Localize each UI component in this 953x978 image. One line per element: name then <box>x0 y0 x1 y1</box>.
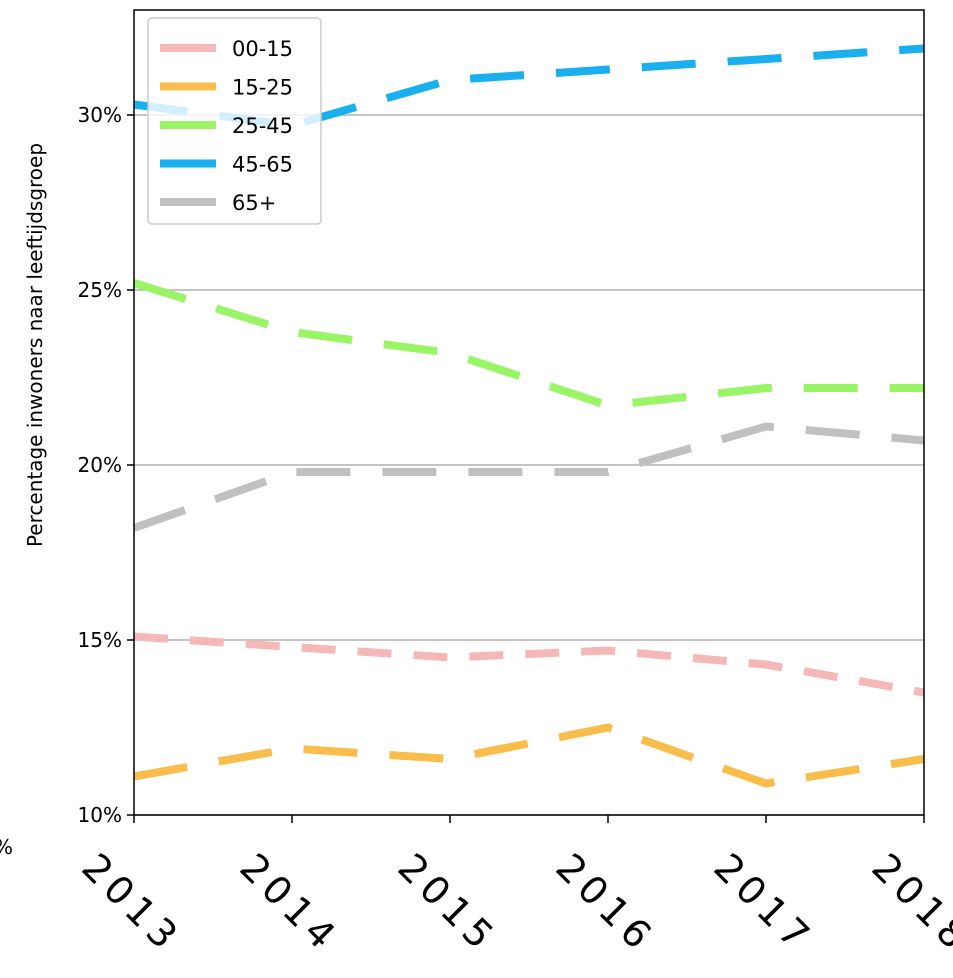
legend: 00-15 15-25 25-45 45-65 65+ <box>147 17 322 225</box>
legend-label: 00-15 <box>232 37 293 61</box>
x-tick-label-text: 2018 <box>864 845 953 961</box>
legend-label: 65+ <box>232 191 276 215</box>
x-tick-label-text: 2017 <box>706 845 822 961</box>
y-tick-label: 25% <box>78 278 122 302</box>
stray-label: % <box>0 835 13 859</box>
x-tick-label-text: 2016 <box>548 845 664 961</box>
x-tick-label: 2016 <box>548 845 664 961</box>
x-tick-label-text: 2014 <box>232 845 348 961</box>
legend-label: 15-25 <box>232 76 293 100</box>
series-line-00-15 <box>133 632 925 697</box>
y-tick-label: 10% <box>78 803 122 827</box>
legend-label: 25-45 <box>232 114 293 138</box>
x-tick-label-text: 2015 <box>390 845 506 961</box>
legend-label: 45-65 <box>232 153 293 177</box>
x-tick-label: 2015 <box>390 845 506 961</box>
y-axis-title: Percentage inwoners naar leeftijdsgroep <box>23 143 47 547</box>
x-tick-label: 2014 <box>232 845 348 961</box>
series-line-65+ <box>132 422 925 532</box>
plot-frame <box>133 9 925 816</box>
x-axis: 2013 2014 2015 2016 2017 2018 <box>74 815 953 961</box>
y-tick-label: 15% <box>78 628 122 652</box>
y-tick-label: 30% <box>78 103 122 127</box>
y-axis: 10% 15% 20% 25% 30% <box>78 103 134 827</box>
x-tick-label: 2013 <box>74 845 190 961</box>
series-line-25-45 <box>132 279 924 410</box>
series-line-15-25 <box>133 723 925 788</box>
x-tick-label: 2017 <box>706 845 822 961</box>
x-tick-label-text: 2013 <box>74 845 190 961</box>
x-tick-label: 2018 <box>864 845 953 961</box>
y-tick-label: 20% <box>78 453 122 477</box>
legend-box <box>147 17 322 225</box>
